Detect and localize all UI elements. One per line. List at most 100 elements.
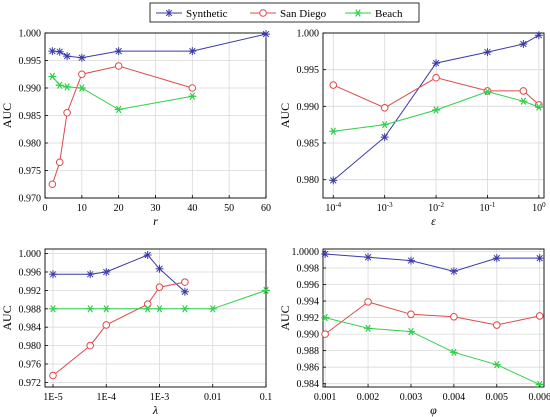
data-point-synthetic bbox=[535, 254, 544, 263]
series-san-diego bbox=[48, 62, 197, 189]
y-tick-label: 0.990 bbox=[297, 102, 320, 113]
series-line-synthetic bbox=[52, 33, 267, 59]
x-tick-label: 10-2 bbox=[428, 201, 444, 214]
x-tick-label: 1E-5 bbox=[43, 392, 62, 403]
legend-marker-synthetic bbox=[165, 9, 173, 17]
x-tick-label: 0.006 bbox=[528, 392, 550, 403]
data-point-synthetic bbox=[406, 256, 415, 265]
data-point-synthetic bbox=[77, 53, 86, 62]
x-axis-label: λ bbox=[152, 403, 158, 417]
x-axis-label: ε bbox=[431, 214, 436, 228]
y-axis-label: AUC bbox=[0, 103, 14, 128]
panel-bottom-right: 0.001 0.002 0.003 0.004 0.005 0.006 0.984 0.986… bbox=[278, 247, 550, 417]
y-tick-label: 0.985 bbox=[19, 111, 42, 122]
data-point-san-diego bbox=[49, 371, 57, 380]
series-line-san-diego bbox=[51, 65, 193, 185]
data-point-synthetic bbox=[432, 59, 441, 68]
x-tick-label: 1E-3 bbox=[150, 392, 169, 403]
data-point-beach bbox=[208, 305, 217, 313]
y-tick-label: 0.984 bbox=[19, 323, 42, 334]
x-axis-label: r bbox=[153, 214, 158, 228]
series-beach bbox=[329, 87, 543, 135]
legend-label: Beach bbox=[375, 8, 403, 20]
y-axis-label: AUC bbox=[278, 305, 292, 330]
y-tick-label: 0.996 bbox=[19, 268, 42, 279]
data-point-synthetic bbox=[262, 30, 270, 39]
data-point-san-diego bbox=[450, 312, 458, 321]
data-point-san-diego bbox=[155, 283, 164, 291]
legend-item-synthetic: Synthetic bbox=[156, 8, 228, 20]
series-beach bbox=[48, 286, 270, 313]
legend: Synthetic San Diego Beach bbox=[149, 2, 420, 23]
series-line-synthetic bbox=[325, 253, 540, 272]
series-beach bbox=[321, 313, 544, 389]
data-point-synthetic bbox=[86, 270, 95, 279]
x-tick-label: 1E-4 bbox=[97, 392, 116, 403]
data-point-beach bbox=[535, 380, 544, 389]
data-point-synthetic bbox=[48, 47, 57, 56]
data-point-san-diego bbox=[143, 300, 152, 309]
series-synthetic bbox=[321, 249, 544, 276]
data-point-san-diego bbox=[329, 81, 338, 89]
data-point-synthetic bbox=[519, 40, 528, 48]
series-synthetic bbox=[48, 250, 189, 296]
data-point-beach bbox=[77, 84, 86, 92]
data-point-san-diego bbox=[63, 108, 71, 117]
data-point-beach bbox=[86, 305, 95, 313]
data-point-beach bbox=[492, 360, 501, 369]
data-point-synthetic bbox=[180, 287, 189, 296]
data-point-synthetic bbox=[155, 264, 164, 273]
series-synthetic bbox=[329, 31, 543, 185]
data-point-beach bbox=[329, 127, 338, 135]
data-point-beach bbox=[48, 305, 57, 313]
data-point-san-diego bbox=[78, 70, 86, 79]
data-point-san-diego bbox=[519, 87, 528, 95]
data-point-beach bbox=[155, 305, 164, 313]
data-point-san-diego bbox=[432, 73, 440, 82]
data-point-san-diego bbox=[55, 158, 64, 167]
data-point-beach bbox=[321, 313, 330, 322]
data-point-san-diego bbox=[380, 104, 389, 112]
series-line-synthetic bbox=[332, 34, 540, 181]
x-tick-label: 0.003 bbox=[400, 392, 423, 403]
y-tick-label: 0.980 bbox=[19, 341, 42, 352]
data-point-san-diego bbox=[321, 330, 329, 338]
x-tick-label: 0.1 bbox=[260, 392, 273, 403]
series-line-synthetic bbox=[53, 254, 186, 293]
legend-box bbox=[149, 2, 420, 23]
data-point-san-diego bbox=[48, 180, 57, 189]
x-tick-label: 10-1 bbox=[480, 201, 496, 214]
data-point-synthetic bbox=[48, 270, 57, 279]
data-point-synthetic bbox=[449, 267, 458, 276]
data-point-beach bbox=[364, 324, 373, 333]
y-tick-label: 0.972 bbox=[19, 378, 42, 389]
x-tick-label: 50 bbox=[224, 203, 234, 214]
y-tick-label: 0.990 bbox=[297, 330, 320, 341]
y-axis-label: AUC bbox=[278, 103, 292, 128]
x-tick-label: 10-3 bbox=[377, 201, 393, 214]
data-point-synthetic bbox=[63, 52, 72, 61]
y-tick-label: 0.980 bbox=[19, 139, 42, 150]
data-point-synthetic bbox=[364, 253, 373, 262]
data-point-synthetic bbox=[114, 47, 123, 56]
panel-top-left: 0 10 20 30 40 50 60 0.970 0.975 0.980 0.985 0.990 0.… bbox=[0, 29, 271, 229]
data-point-beach bbox=[114, 105, 123, 114]
plot-frame bbox=[322, 248, 545, 388]
y-axis-label: AUC bbox=[0, 305, 14, 330]
data-point-synthetic bbox=[329, 176, 338, 185]
y-tick-label: 0.975 bbox=[19, 166, 42, 177]
data-point-beach bbox=[63, 83, 72, 91]
series-san-diego bbox=[321, 298, 544, 338]
series-line-beach bbox=[324, 317, 540, 385]
panel-bottom-left: 1E-5 1E-4 1E-3 0.01 0.1 0.972 0.976 0.980 0.984 0… bbox=[0, 248, 273, 417]
data-point-synthetic bbox=[102, 268, 111, 276]
data-point-san-diego bbox=[364, 298, 372, 306]
data-point-beach bbox=[406, 327, 415, 336]
x-tick-label: 0 bbox=[43, 203, 48, 214]
x-tick-label: 10 bbox=[77, 203, 87, 214]
y-tick-label: 1.000 bbox=[19, 29, 42, 40]
y-tick-label: 0.984 bbox=[297, 379, 320, 390]
data-point-beach bbox=[432, 106, 441, 114]
x-tick-label: 10-4 bbox=[325, 201, 341, 214]
